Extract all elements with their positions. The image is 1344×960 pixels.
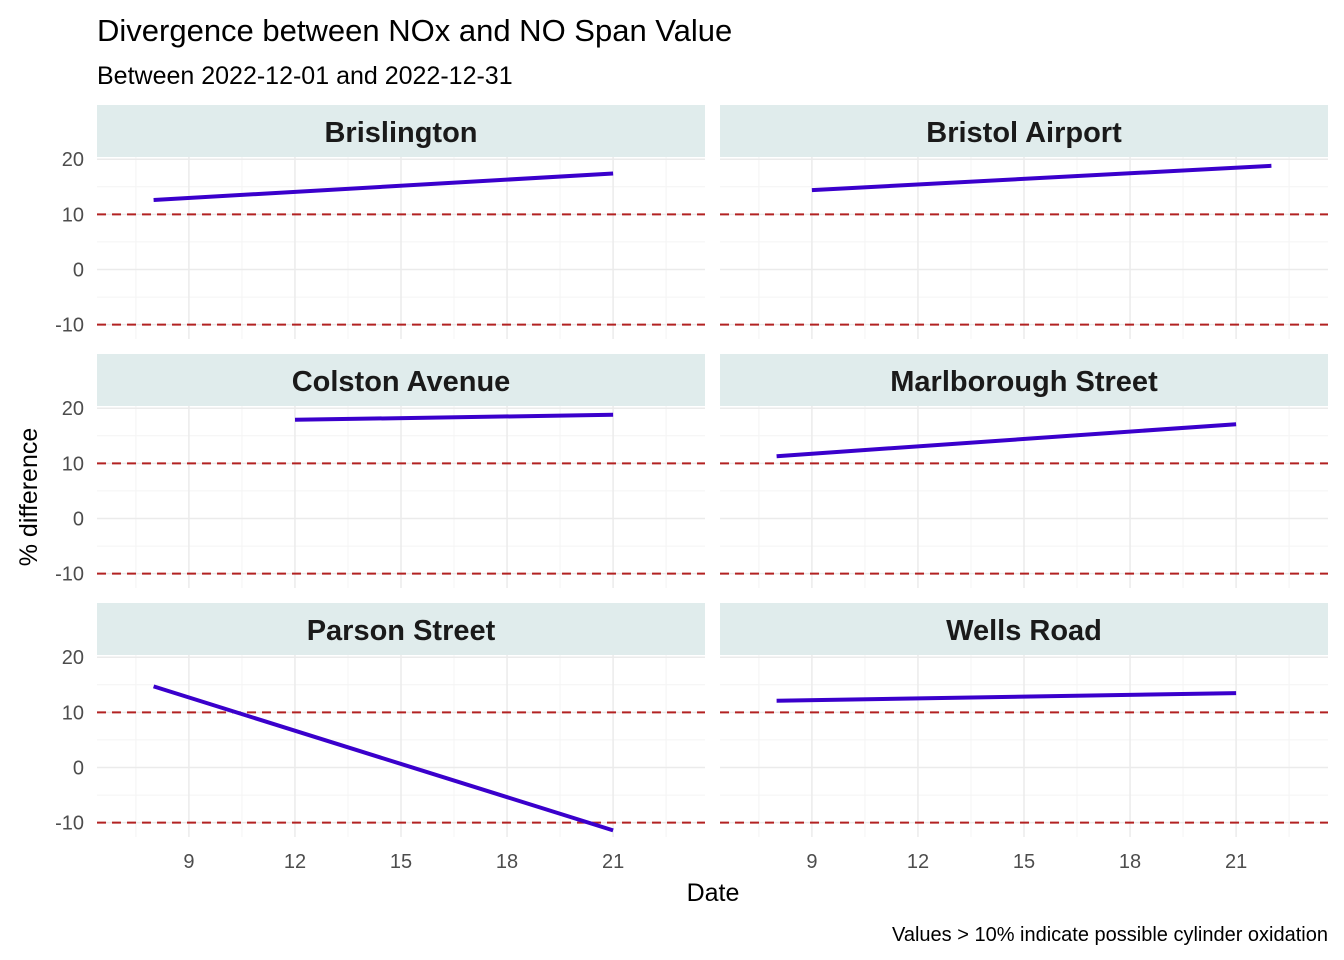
chart-subtitle: Between 2022-12-01 and 2022-12-31 [97,62,513,90]
panel-parson-street: Parson Street 20 10 0 -10 9 12 15 18 21 [55,603,705,873]
x-tick-label: 9 [806,851,817,873]
y-tick-label: 0 [73,509,84,531]
series-line-bristol-airport [811,163,1272,193]
strip-label-wells-road: Wells Road [946,615,1102,647]
strip-background [97,105,705,157]
y-tick-label: 0 [73,758,84,780]
strip-label-marlborough-street: Marlborough Street [890,366,1158,398]
x-axis-title: Date [687,879,740,907]
strip-background [720,603,1328,655]
y-tick-label: 10 [62,702,84,724]
y-axis-title: % difference [15,428,43,567]
x-tick-label: 21 [602,851,624,873]
y-tick-label: -10 [55,315,84,337]
x-tick-label: 15 [390,851,412,873]
panel-colston-avenue: Colston Avenue 20 10 0 -10 [55,354,705,588]
strip-label-colston-avenue: Colston Avenue [292,366,511,398]
x-tick-label: 12 [284,851,306,873]
strip-label-bristol-airport: Bristol Airport [926,117,1122,149]
x-tick-label: 15 [1013,851,1035,873]
series-line-colston-avenue [294,412,614,422]
strip-background [97,603,705,655]
y-tick-label: 0 [73,260,84,282]
y-tick-label: 10 [62,453,84,475]
series-line-marlborough-street [776,422,1237,459]
series-line-brislington [153,171,614,202]
x-tick-label: 21 [1225,851,1247,873]
y-tick-label: 20 [62,398,84,420]
strip-background [720,105,1328,157]
x-tick-label: 18 [1119,851,1141,873]
facet-panels: Brislington 20 10 0 -10 Bristol Airport Colsto… [55,105,1328,873]
strip-label-parson-street: Parson Street [307,615,496,647]
panel-wells-road: Wells Road 9 12 15 18 21 [720,603,1328,873]
x-tick-label: 12 [907,851,929,873]
chart-title: Divergence between NOx and NO Span Value [97,13,732,48]
strip-label-brislington: Brislington [324,117,477,149]
y-tick-label: -10 [55,813,84,835]
panel-marlborough-street: Marlborough Street [720,354,1328,588]
strip-background [97,354,705,406]
panel-bristol-airport: Bristol Airport [720,105,1328,339]
y-tick-label: -10 [55,564,84,586]
chart-caption: Values > 10% indicate possible cylinder … [892,924,1328,946]
y-tick-label: 20 [62,149,84,171]
x-tick-label: 9 [183,851,194,873]
series-line-parson-street [153,684,614,833]
strip-background [720,354,1328,406]
y-tick-label: 20 [62,647,84,669]
x-tick-label: 18 [496,851,518,873]
panel-brislington: Brislington 20 10 0 -10 [55,105,705,339]
series-line-wells-road [776,691,1237,703]
y-tick-label: 10 [62,204,84,226]
